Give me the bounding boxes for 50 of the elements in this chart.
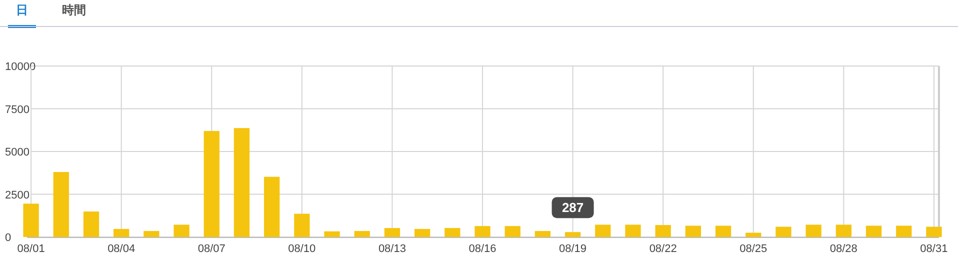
x-tick-label: 08/31	[920, 243, 948, 255]
x-tick-label: 08/28	[830, 243, 858, 255]
bar	[715, 226, 732, 237]
bar	[144, 231, 160, 237]
bar	[324, 231, 340, 237]
bar	[174, 224, 190, 237]
bar	[414, 228, 430, 237]
y-tick-label: 10000	[5, 61, 36, 73]
bar	[204, 130, 220, 237]
bar	[354, 231, 370, 237]
bar	[23, 204, 39, 237]
annotation: 287	[562, 200, 584, 216]
bar	[83, 212, 100, 237]
bar	[444, 228, 460, 237]
bar	[625, 224, 641, 237]
x-tick-label: 08/25	[740, 243, 768, 255]
x-tick-label: 08/13	[378, 243, 406, 255]
bar	[685, 226, 701, 237]
x-tick-label: 08/19	[559, 243, 587, 255]
bar	[866, 226, 882, 237]
y-tick-label: 7500	[5, 104, 30, 116]
bar	[595, 224, 611, 237]
bar	[534, 231, 551, 237]
bar	[896, 226, 912, 237]
bar	[746, 232, 762, 237]
bar	[836, 224, 852, 237]
bar	[384, 228, 400, 237]
y-tick-label: 5000	[5, 146, 30, 158]
y-tick-label: 0	[5, 232, 12, 244]
x-tick-label: 08/10	[288, 243, 316, 255]
x-tick-label: 08/07	[198, 243, 226, 255]
bar	[776, 226, 792, 237]
tooltip: 287	[552, 197, 594, 218]
bar	[655, 225, 671, 237]
bar	[264, 176, 280, 237]
bar	[564, 232, 581, 237]
tabs: 日 時間	[0, 3, 958, 28]
x-tick-label: 08/04	[108, 243, 136, 255]
bar	[53, 172, 69, 237]
bar	[114, 228, 130, 237]
bar	[504, 226, 520, 237]
x-tick-label: 08/22	[649, 243, 677, 255]
bar	[926, 226, 942, 237]
x-tick-label: 08/16	[468, 243, 496, 255]
bar	[474, 226, 490, 237]
y-tick-label: 2500	[5, 189, 30, 202]
bar	[294, 214, 310, 237]
bar	[234, 128, 250, 237]
x-tick-label: 08/01	[17, 243, 45, 255]
bar	[806, 224, 822, 237]
